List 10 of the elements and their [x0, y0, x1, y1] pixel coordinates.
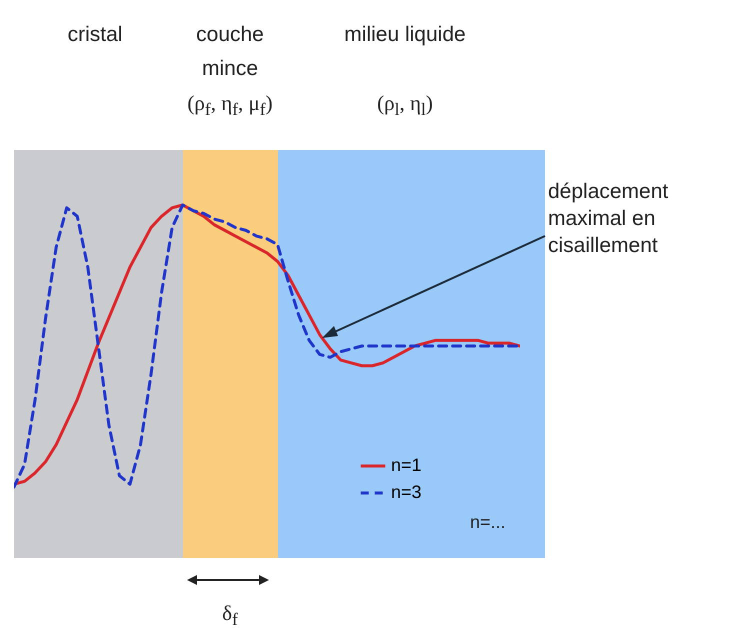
text: (ρ$_{l}$, η$_{l}$) [376, 90, 434, 122]
text: (ρ$_{f}$, η$_{f}$, μ$_{f}$) [186, 90, 274, 122]
legend-label: n=1 [391, 455, 422, 475]
text: couche mince [195, 22, 265, 82]
text: déplacement maximal en cisaillement [548, 179, 670, 259]
text: milieu liquide [343, 22, 467, 48]
text: δ$_{f}$ [221, 600, 239, 632]
legend-label: n=3 [391, 482, 422, 502]
text: n=... [470, 511, 507, 534]
text: cristal [66, 22, 124, 48]
